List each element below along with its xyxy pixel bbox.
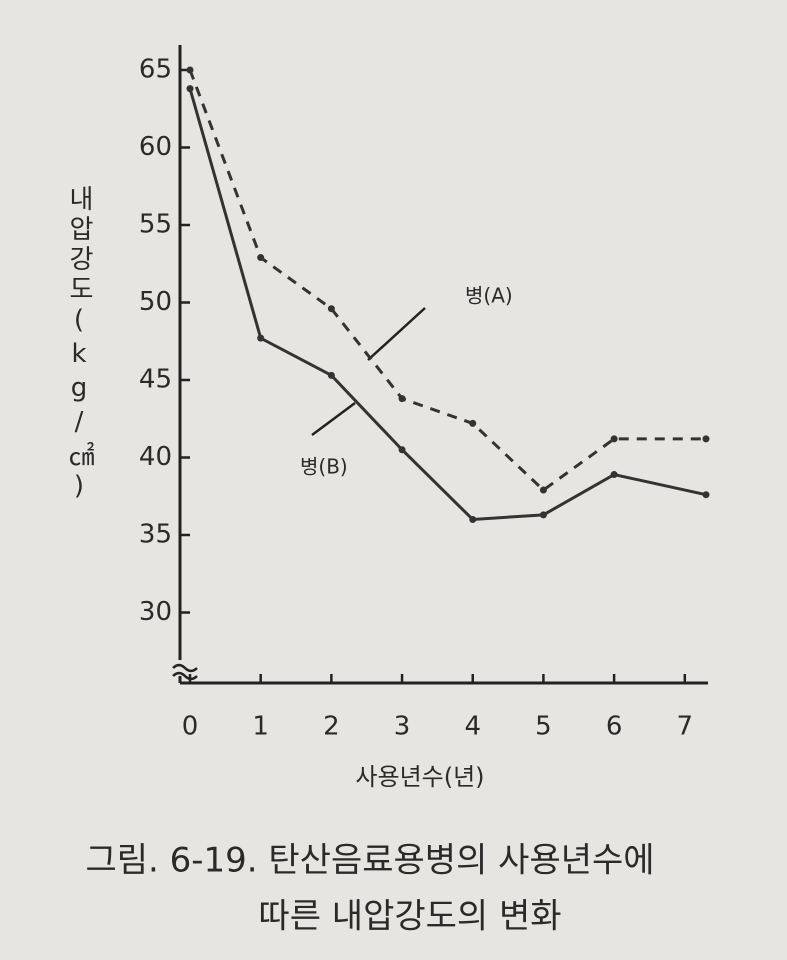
x-axis-label: 사용년수(년) [355,763,484,791]
series-label: 병(A) [465,284,513,308]
y-tick-label: 35 [139,520,172,550]
x-tick-label: 7 [677,712,694,742]
y-tick-label: 65 [139,55,172,85]
x-tick-label: 5 [535,712,552,742]
series-line [188,88,707,522]
data-point [539,486,547,494]
data-point [398,395,406,403]
y-tick-label: 45 [139,365,172,395]
data-point [257,334,265,342]
data-point [539,511,547,519]
x-tick-label: 0 [182,712,199,742]
data-point [469,516,477,523]
x-tick-label: 6 [606,712,623,742]
axis-break [172,663,198,681]
y-tick-label: 50 [139,287,172,317]
data-point [610,435,618,443]
data-point [327,305,335,313]
data-point [186,85,194,93]
y-axis-label: 내압강도(kg/㎠) [64,185,94,505]
x-tick-label: 4 [464,712,481,742]
data-point [186,66,194,74]
data-point [702,491,710,499]
x-tick-label: 3 [394,712,411,742]
y-tick-label: 60 [139,132,172,162]
x-tick-label: 2 [323,712,340,742]
annotation-arrow [367,307,426,361]
data-point [610,471,618,479]
data-point [469,419,477,427]
data-point [702,435,710,443]
data-point [327,371,335,379]
series-label: 병(B) [300,455,348,479]
caption: 따른 내압강도의 변화 [258,897,561,937]
x-tick-label: 1 [252,712,269,742]
y-tick-label: 55 [139,210,172,240]
data-point [398,446,406,454]
series-line [188,69,706,492]
y-tick-label: 30 [139,597,172,627]
data-point [257,254,265,262]
annotation-arrow [311,401,356,437]
caption: 그림. 6-19. 탄산음료용병의 사용년수에 [85,841,654,881]
y-tick-label: 40 [139,442,172,472]
